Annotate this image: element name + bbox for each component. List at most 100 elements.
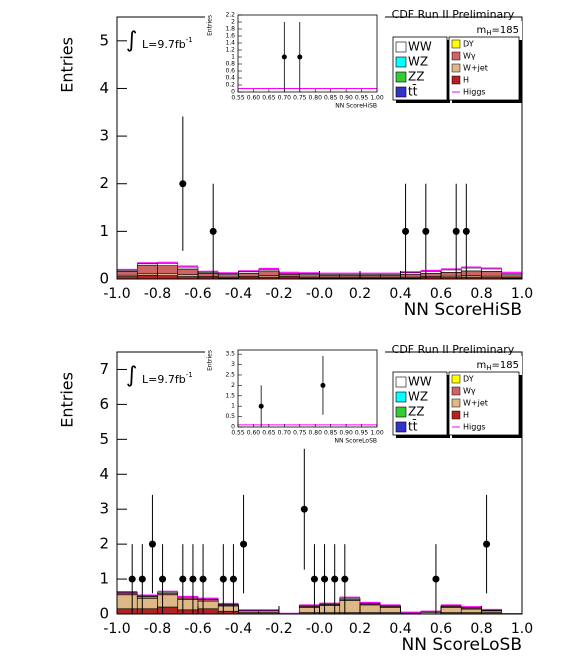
legend-label: tt̄ [408, 84, 418, 98]
inset-y-tick-label: 2.2 [225, 12, 235, 19]
x-tick-label: 0.2 [349, 286, 371, 302]
histogram-bar [319, 273, 341, 276]
legend-swatch [395, 71, 407, 83]
data-point [138, 575, 146, 583]
inset-x-tick-label: 0.70 [278, 430, 292, 437]
inset-x-tick-label: 0.65 [262, 430, 276, 437]
legend-label: Higgs [463, 88, 486, 97]
x-tick-label: 0.4 [389, 621, 411, 637]
histogram-bar [440, 272, 462, 277]
inset-y-tick-label: 3.5 [225, 351, 235, 358]
data-point [219, 575, 227, 583]
inset-data-point [281, 54, 287, 60]
histogram-bar [460, 608, 482, 613]
inset-x-tick-label: 1.00 [370, 95, 384, 102]
legend-swatch [451, 51, 461, 61]
legend-swatch [451, 75, 461, 85]
mass-subscript: H [486, 29, 491, 37]
inset-x-tick-label: 0.85 [324, 430, 338, 437]
legend-label: Wγ [463, 52, 476, 61]
histogram-bar [359, 273, 381, 276]
inset-y-tick-label: 0.2 [225, 82, 235, 89]
legend-label: DY [463, 375, 474, 384]
histogram-bar [481, 271, 503, 277]
y-tick-label: 3 [99, 500, 109, 518]
x-axis-label: NN ScoreLoSB [402, 635, 522, 655]
data-point [310, 575, 318, 583]
histogram-bar [440, 605, 462, 607]
legend-label: tt̄ [408, 419, 418, 433]
x-tick-label: -0.2 [265, 286, 292, 302]
histogram-bar [136, 264, 158, 274]
histogram-bar [177, 609, 199, 615]
inset-x-tick-label: 0.70 [278, 95, 292, 102]
data-point [189, 575, 197, 583]
y-tick-label: 4 [99, 79, 109, 97]
x-tick-label: -0.8 [144, 286, 171, 302]
inset-y-tick-label: 2 [231, 19, 235, 26]
histogram-bar [136, 274, 158, 280]
data-point [179, 575, 187, 583]
histogram-bar [379, 605, 401, 607]
inset-background [205, 346, 385, 446]
histogram-bar [298, 274, 320, 278]
histogram-bar [359, 602, 381, 605]
luminosity: L=9.7fb-1 [142, 36, 193, 51]
data-point [159, 575, 167, 583]
inset-x-tick-label: 0.75 [293, 430, 307, 437]
histogram-bar [319, 603, 341, 605]
inset-y-tick-label: 1.8 [225, 26, 235, 33]
inset-x-tick-label: 0.75 [293, 95, 307, 102]
x-tick-label: -0.4 [225, 621, 252, 637]
data-point [422, 227, 430, 235]
legend-swatch [395, 391, 407, 403]
histogram-bar [136, 597, 158, 610]
inset-y-label: Entries [207, 350, 214, 371]
x-tick-label: -0.6 [184, 286, 211, 302]
legend-label: W+jet [463, 399, 488, 408]
legend-swatch [395, 86, 407, 98]
legend-label: W+jet [463, 64, 488, 73]
luminosity: L=9.7fb-1 [142, 371, 193, 386]
inset-y-tick-label: 0 [231, 89, 235, 96]
inset-x-tick-label: 0.65 [262, 95, 276, 102]
inset-y-tick-label: 0.4 [225, 75, 235, 82]
inset-x-tick-label: 0.80 [309, 95, 323, 102]
data-point [179, 180, 187, 188]
legend-swatch [451, 63, 461, 73]
histogram-bar [136, 263, 158, 266]
y-tick-label: 0 [99, 605, 109, 623]
legend-label: H [463, 76, 469, 85]
legend-label: Higgs [463, 423, 486, 432]
legend-label: ZZ [408, 405, 424, 419]
inset-y-tick-label: 2.5 [225, 371, 235, 378]
inset-x-tick-label: 0.60 [247, 430, 261, 437]
inset-x-tick-label: 0.55 [231, 95, 245, 102]
histogram-bar [319, 605, 341, 613]
histogram-bar [157, 272, 179, 276]
inset-y-tick-label: 1.4 [225, 40, 235, 47]
x-tick-label: 0.8 [470, 286, 492, 302]
legend-label: WZ [408, 390, 428, 404]
histogram-bar [298, 607, 320, 613]
legend-swatch [395, 406, 407, 418]
y-tick-label: 2 [99, 174, 109, 192]
x-tick-label: -0.4 [225, 286, 252, 302]
histogram-bar [481, 268, 503, 272]
legend-label: WW [408, 40, 432, 54]
histogram-bar [116, 608, 138, 615]
inset-title: NN ScoreLoSB [334, 438, 377, 445]
inset-frame [237, 349, 378, 428]
luminosity-value: L=9.7fb [142, 373, 186, 386]
inset-frame [237, 14, 378, 93]
x-tick-label: -0.0 [306, 286, 333, 302]
inset-y-tick-label: 1 [231, 403, 235, 410]
inset-x-tick-label: 0.60 [247, 95, 261, 102]
legend-label: WW [408, 375, 432, 389]
histogram-bar [379, 607, 401, 613]
data-point [432, 575, 440, 583]
histogram-bar [217, 273, 239, 276]
histogram-bar [400, 272, 422, 275]
x-tick-label: 0.6 [430, 621, 452, 637]
y-tick-label: 3 [99, 127, 109, 145]
